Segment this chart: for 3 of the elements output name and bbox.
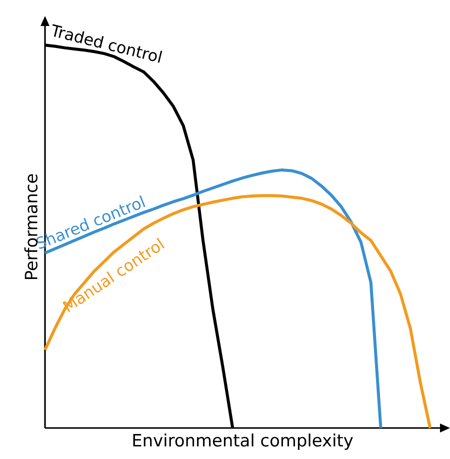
x-axis-title: Environmental complexity: [133, 434, 353, 450]
y-axis-title: Performance: [24, 174, 38, 280]
legend-label: Traded control: [52, 24, 162, 63]
